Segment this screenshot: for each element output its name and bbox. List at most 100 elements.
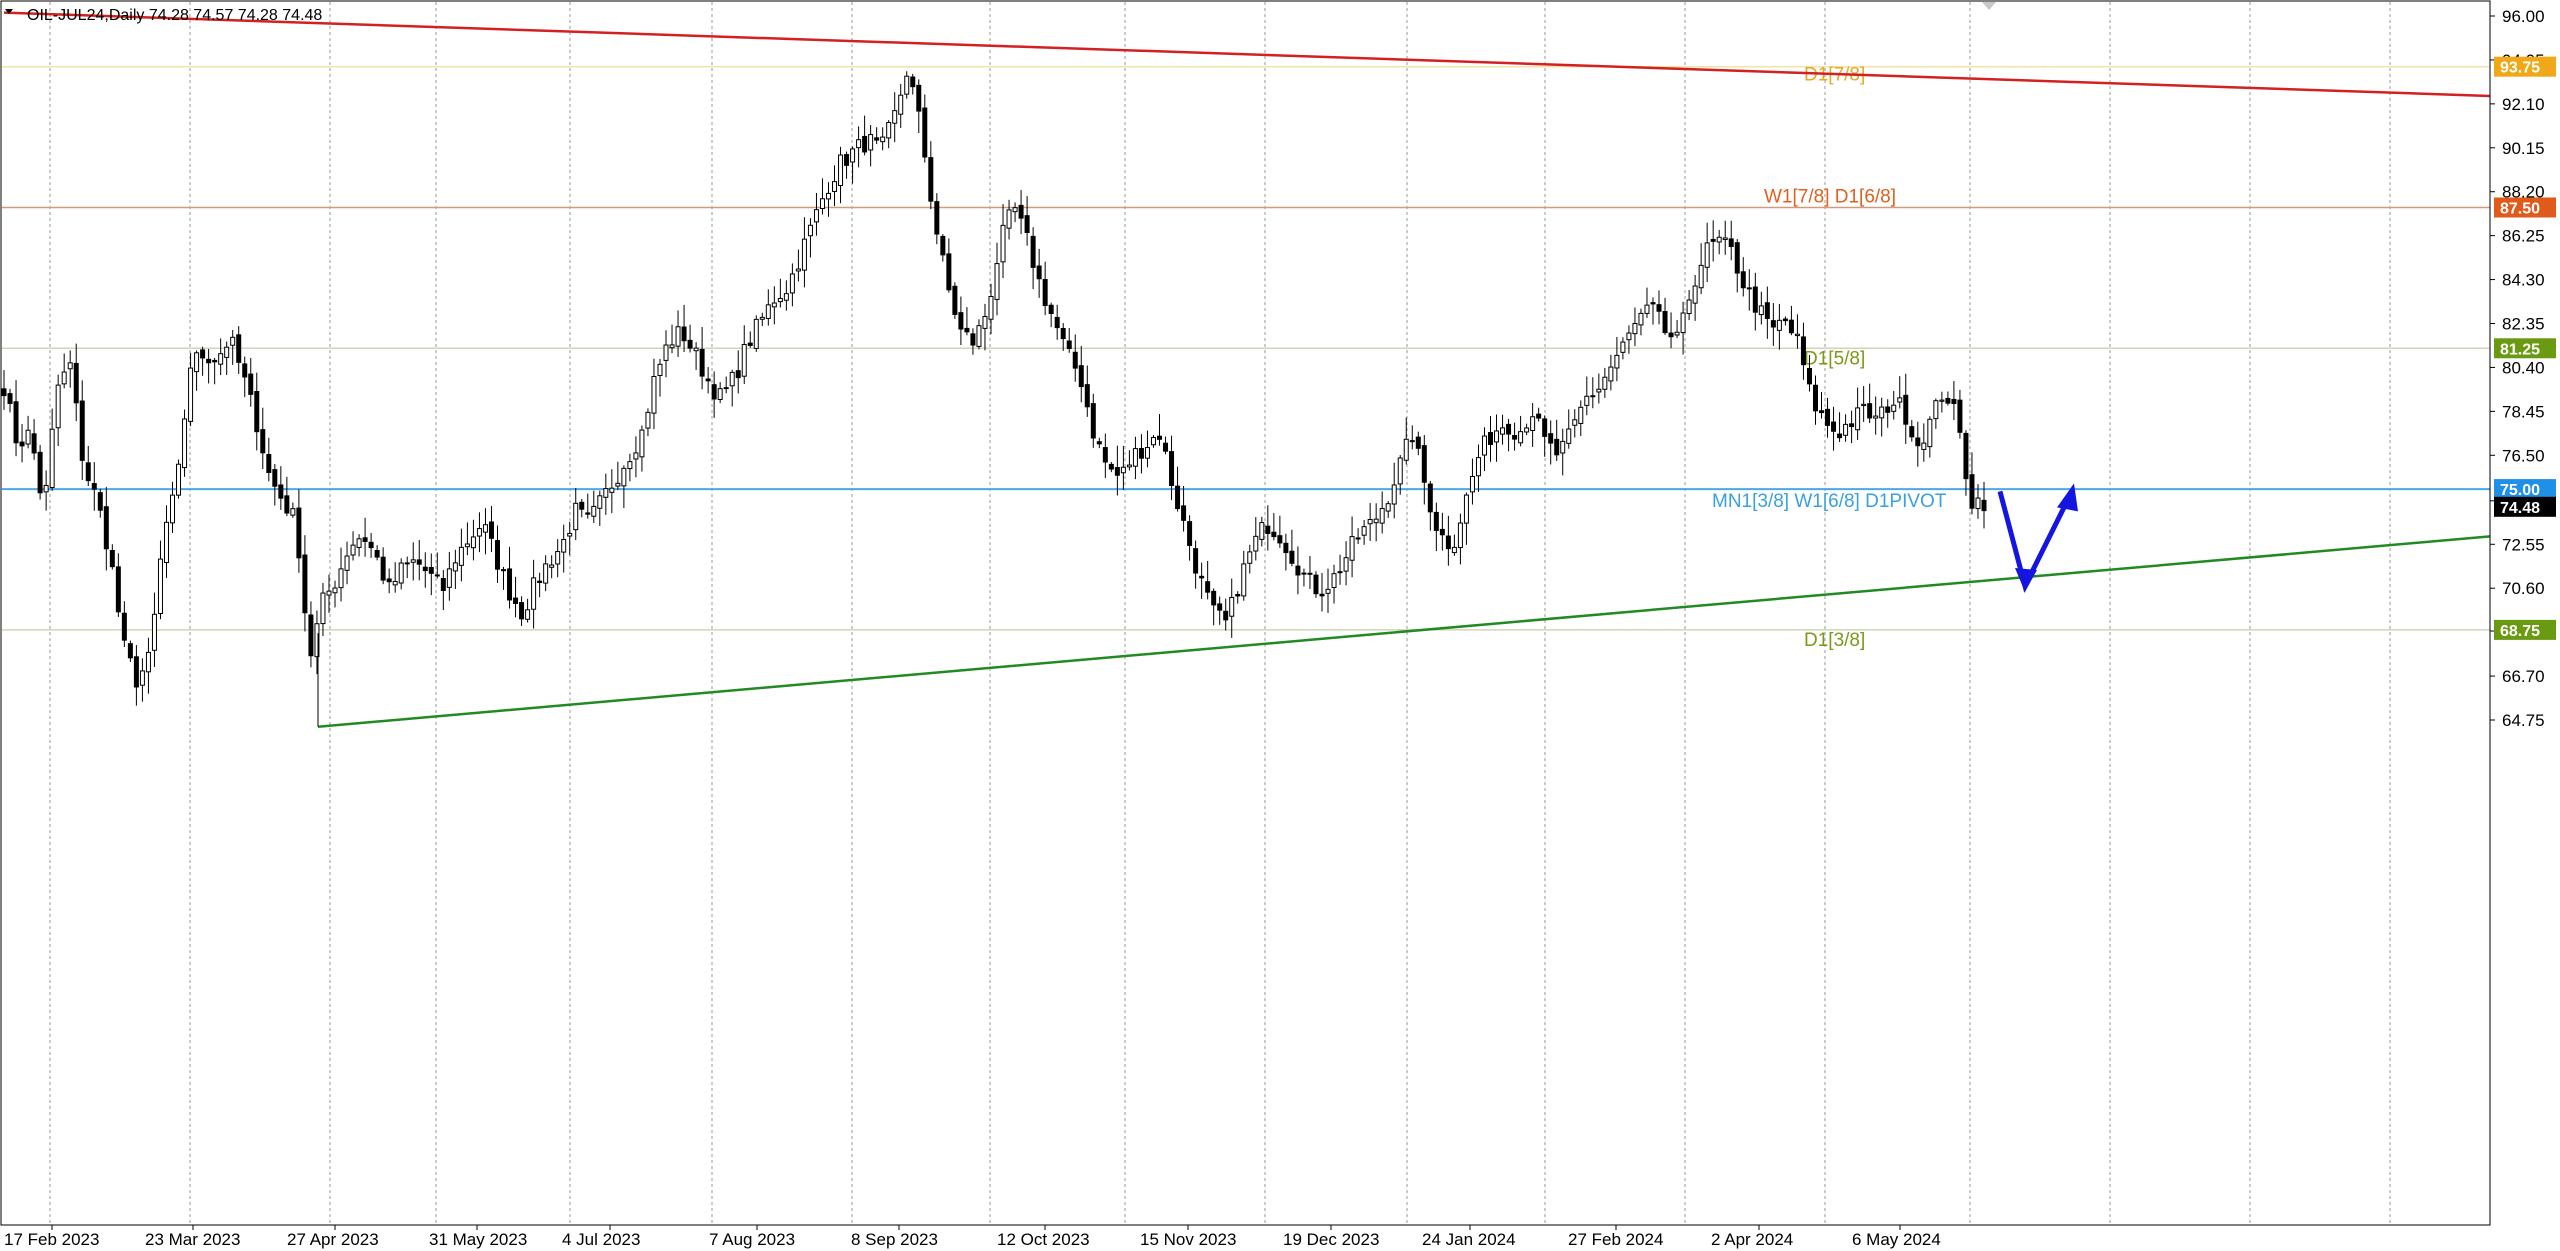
forecast-arrow [1997,483,2078,594]
candle-190 [1144,430,1150,468]
candle-193 [1163,436,1169,455]
date-tick-label: 17 Feb 2023 [4,1230,99,1249]
candle-25 [151,592,157,667]
candle-127 [765,289,771,326]
support-trendline [317,535,2491,729]
candle-59 [356,534,362,557]
candle-63 [380,547,386,585]
candle-99 [597,490,603,526]
level-label-2: D1[5/8] [1804,348,1865,369]
date-tick-label: 27 Feb 2024 [1568,1230,1663,1249]
candle-65 [392,562,398,593]
candlesticks [1,71,1987,706]
candle-246 [1481,427,1487,472]
candle-188 [1132,436,1138,480]
candle-117 [705,367,711,394]
candle-327 [1969,452,1975,515]
candle-265 [1596,373,1602,404]
candle-93 [561,524,567,573]
candle-195 [1175,466,1181,512]
candle-39 [236,326,242,374]
candle-33 [200,346,206,376]
candle-55 [332,580,338,608]
candle-116 [699,326,705,390]
candle-115 [693,342,699,370]
candle-109 [657,358,663,397]
price-tick-label: 64.75 [2502,711,2545,730]
symbol-info: OIL-JUL24,Daily 74.28 74.57 74.28 74.48 [27,7,322,24]
level-tag-label-1: 87.50 [2500,200,2540,217]
candle-251 [1512,422,1518,451]
candle-200 [1205,560,1211,600]
candle-7 [43,470,49,511]
date-tick-label: 4 Jul 2023 [562,1230,640,1249]
candle-212 [1277,515,1283,548]
candle-92 [555,539,561,578]
candle-87 [525,598,531,623]
candle-253 [1524,423,1530,436]
candle-16 [97,488,103,518]
candle-75 [452,549,458,589]
candle-1 [7,388,13,413]
candle-8 [49,408,55,491]
candle-20 [121,601,127,648]
candle-313 [1885,399,1891,428]
candle-184 [1108,461,1114,473]
candle-6 [37,444,43,500]
candle-162 [976,319,982,350]
candle-238 [1433,502,1439,552]
candle-145 [874,127,880,144]
candle-139 [838,146,844,204]
candle-319 [1921,423,1927,462]
candle-293 [1764,286,1770,339]
dropdown-triangle-icon[interactable] [5,9,13,14]
candle-114 [687,324,693,353]
chart-shift-marker-icon[interactable] [1982,2,1996,10]
candle-304 [1831,406,1837,451]
level-label-4: D1[3/8] [1804,630,1865,651]
arrow-head-up-icon [2057,483,2078,512]
candle-42 [254,372,260,451]
candle-213 [1283,533,1289,571]
candle-224 [1349,516,1355,578]
candle-48 [290,502,296,518]
chart-header: OIL-JUL24,Daily 74.28 74.57 74.28 74.48 [5,7,322,24]
candle-0 [1,370,7,410]
candle-5 [31,419,37,460]
candle-43 [260,407,266,470]
candle-106 [639,425,645,472]
candle-179 [1078,346,1084,403]
candle-118 [711,371,717,418]
candle-140 [844,151,850,179]
chart-frame [0,0,2491,1226]
candle-70 [422,552,428,588]
candle-321 [1933,398,1939,429]
candle-267 [1608,354,1614,391]
candle-189 [1138,434,1144,474]
candle-124 [747,331,753,348]
candle-143 [862,115,868,156]
candle-158 [952,282,958,319]
level-tag-label-2: 81.25 [2500,341,2540,358]
candle-159 [958,296,964,346]
plot-border [0,0,2491,1226]
candle-134 [807,218,813,258]
candle-146 [880,127,886,151]
candle-303 [1825,397,1831,438]
candle-136 [819,178,825,215]
candle-178 [1072,334,1078,382]
candle-169 [1018,190,1024,235]
candle-317 [1909,419,1915,442]
candle-166 [1000,204,1006,279]
candle-172 [1036,248,1042,298]
candle-214 [1289,529,1295,567]
candle-252 [1518,415,1524,447]
candle-173 [1042,261,1048,316]
price-tick-label: 82.35 [2502,315,2545,334]
candle-170 [1024,196,1030,246]
candle-137 [825,182,831,217]
candle-261 [1572,409,1578,438]
candle-219 [1319,573,1325,612]
candle-37 [224,341,230,375]
